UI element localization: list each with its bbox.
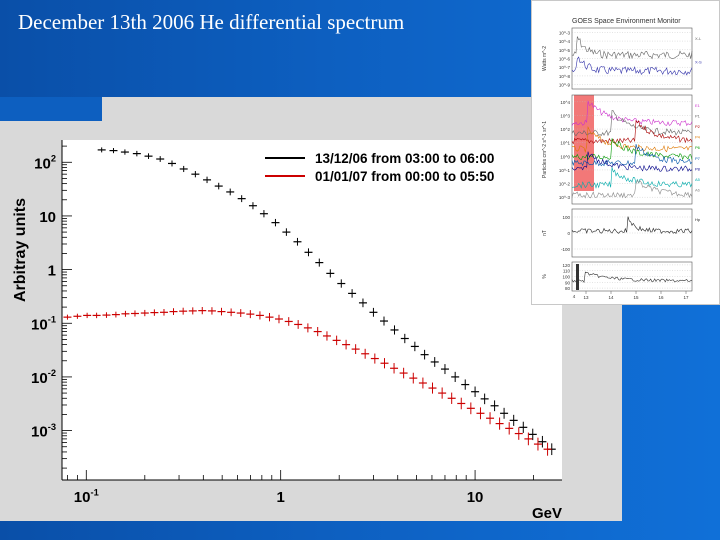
y-tick-label: 10-3 [31,422,56,441]
inset-y-tick-label: 100 [562,215,570,220]
inset-y-tick-label: 10^-1 [559,168,571,173]
y-tick-label-base: 10 [31,424,48,441]
inset-trace [571,100,693,127]
x-tick-label-exp: -1 [90,487,98,497]
inset-trace [571,56,693,76]
legend-label-1: 01/01/07 from 00:00 to 05:50 [315,169,494,184]
inset-series-label: P6 [695,145,701,150]
inset-y-tick-label: 10^-6 [559,57,571,62]
inset-y-tick-label: 120 [562,263,570,268]
inset-series-label: P1 [695,114,701,119]
y-tick-label-base: 1 [48,263,56,280]
inset-y-tick-label: 10^3 [560,113,570,118]
y-axis-title: Arbitray units [12,198,29,302]
inset-trace [571,144,693,167]
inset-series-label: X-S [695,60,702,65]
inset-x-tick-label: 13 [583,295,589,300]
inset-y-axis-label: nT [542,230,548,236]
y-tick-label: 10 [39,209,56,226]
y-tick-label-base: 10 [31,370,48,387]
inset-y-tick-label: 0 [567,231,570,236]
x-tick-label-base: 1 [277,489,285,506]
legend-label-0: 13/12/06 from 03:00 to 06:00 [315,151,494,166]
inset-y-axis-label: % [542,274,548,279]
inset-series-label: P2 [695,124,701,129]
inset-y-tick-label: 10^-3 [559,30,571,35]
y-tick-label: 10-1 [31,315,56,334]
inset-series-label: X-L [695,36,702,41]
y-tick-label-exp: -3 [48,422,56,432]
x-tick-label-base: 10 [467,489,484,506]
y-tick-label: 1 [48,263,56,280]
inset-panel-1 [571,94,693,205]
inset-y-tick-label: 10^-4 [559,39,571,44]
inset-trace [571,138,693,161]
inset-neutron-spike [576,264,579,290]
y-tick-label-base: 10 [39,209,56,226]
goes-inset-figure: GOES Space Environment Monitor 10^-3 10^-4… [531,0,720,305]
inset-y-tick-label: 100 [562,275,570,280]
inset-y-tick-label: 10^0 [560,154,570,159]
inset-y-axis-label: Watts m^-2 [542,46,548,71]
inset-y-tick-label: 10^-9 [559,83,571,88]
inset-x-tick-label: 17 [683,295,689,300]
y-tick-label: 102 [34,154,56,173]
inset-series-label: P4 [695,135,701,140]
inset-series-label: P8 [695,166,701,171]
inset-trace [571,179,693,199]
x-tick-label-base: 10 [74,489,91,506]
inset-y-tick-label: 10^4 [560,100,570,105]
inset-y-tick-label: 80 [565,286,571,291]
slide-title: December 13th 2006 He differential spect… [18,10,405,34]
inset-trace [571,271,693,283]
highlight-band [574,95,594,191]
inset-y-tick-label: 10^1 [560,141,570,146]
y-tick-label-exp: -1 [48,315,56,325]
series-0 [97,147,556,456]
inset-trace [571,36,693,60]
y-tick-label-exp: -2 [48,368,56,378]
inset-y-tick-label: 10^2 [560,127,570,132]
y-tick-label: 10-2 [31,368,56,387]
inset-series-label: Hp [695,217,701,222]
y-tick-label-base: 10 [31,316,48,333]
inset-y-tick-label: 10^-3 [559,195,571,200]
series-1 [63,306,552,456]
inset-trace [571,125,693,154]
inset-trace [571,151,693,172]
inset-trace [571,119,693,145]
plot-frame-top-strip [0,97,102,121]
plot-area [62,140,562,480]
x-tick-label: 10-1 [74,487,99,506]
x-tick-label: 1 [277,489,285,506]
y-tick-label-exp: 2 [51,154,56,164]
inset-x-start-label: 4 [573,294,576,299]
inset-y-tick-label: 90 [565,280,571,285]
inset-x-tick-label: 16 [658,295,664,300]
x-tick-label: 10 [467,489,484,506]
inset-series-label: A6 [695,187,701,192]
inset-y-axis-label: Particles cm^-2 s^-1 sr^-1 [542,121,548,178]
inset-y-tick-label: 10^-2 [559,182,571,187]
inset-series-label: E1 [695,103,701,108]
inset-y-tick-label: 10^-7 [559,65,571,70]
inset-trace [571,110,693,137]
y-tick-label-base: 10 [34,155,51,172]
inset-y-tick-label: 110 [563,269,571,274]
goes-inset-chart: GOES Space Environment Monitor10^-310^-4… [542,18,702,300]
inset-series-label: P7 [695,156,701,161]
inset-x-tick-label: 14 [608,295,614,300]
inset-trace [571,167,693,189]
inset-y-tick-label: -100 [561,247,571,252]
inset-series-label: A5 [695,177,701,182]
inset-title: GOES Space Environment Monitor [572,18,681,25]
inset-trace [571,216,693,234]
inset-x-tick-label: 15 [633,295,639,300]
x-axis-title: GeV [532,505,562,521]
inset-y-tick-label: 10^-8 [559,74,571,79]
inset-y-tick-label: 10^-5 [559,48,571,53]
